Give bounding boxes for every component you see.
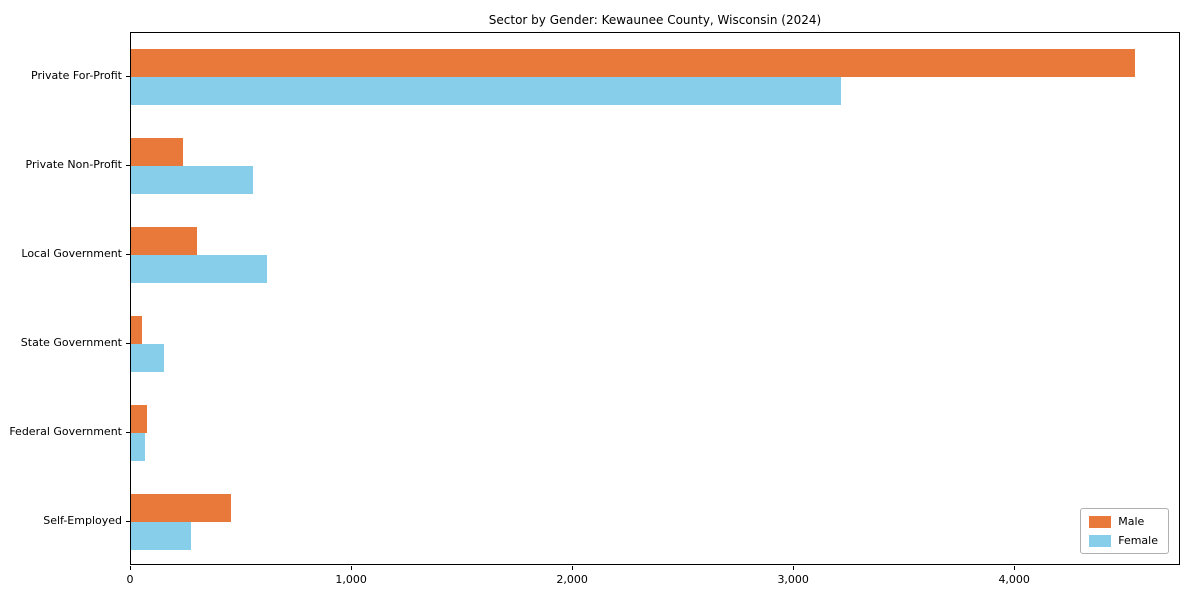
bar-female-1 [131,77,841,106]
y-tick-mark [126,254,130,256]
x-tick-label: 3,000 [777,573,809,586]
x-tick-mark [572,566,574,570]
y-tick-label: Private Non-Profit [25,158,122,172]
y-tick-label: Federal Government [9,424,122,438]
y-tick-label: Local Government [21,247,122,261]
bar-female-3 [131,255,267,284]
legend-swatch-male-icon [1089,515,1112,528]
bar-female-5 [131,432,146,461]
x-tick-label: 0 [126,573,134,586]
bar-male-5 [131,404,147,433]
legend: Male Female [1080,508,1169,554]
y-tick-label: State Government [20,335,122,349]
plot-area: Male Female [130,32,1180,565]
y-tick-label: Private For-Profit [31,69,122,83]
y-tick-mark [126,76,130,78]
y-tick-mark [126,520,130,522]
legend-item-female: Female [1089,534,1158,547]
x-tick-label: 2,000 [556,573,588,586]
bar-female-2 [131,166,253,195]
y-tick-mark [126,165,130,167]
x-tick-label: 4,000 [998,573,1030,586]
legend-item-male: Male [1089,515,1158,528]
legend-label-male: Male [1118,515,1145,528]
bar-male-4 [131,315,143,344]
x-tick-mark [351,566,353,570]
y-tick-mark [126,431,130,433]
x-tick-mark [130,566,131,570]
y-tick-label: Self-Employed [43,513,122,527]
y-tick-mark [126,342,130,344]
x-tick-label: 1,000 [335,573,367,586]
bar-male-2 [131,138,183,167]
bar-female-4 [131,343,165,372]
chart-title: Sector by Gender: Kewaunee County, Wisco… [488,13,822,27]
bar-male-3 [131,227,198,256]
bar-male-1 [131,49,1135,78]
bar-female-6 [131,521,191,550]
legend-label-female: Female [1118,534,1158,547]
x-tick-mark [793,566,795,570]
legend-swatch-female-icon [1089,534,1112,547]
bar-male-6 [131,493,231,522]
x-tick-mark [1014,566,1016,570]
